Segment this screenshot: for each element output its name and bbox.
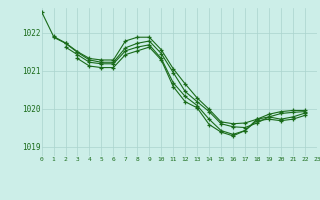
Text: Graphe pression niveau de la mer (hPa): Graphe pression niveau de la mer (hPa) [58, 184, 262, 193]
